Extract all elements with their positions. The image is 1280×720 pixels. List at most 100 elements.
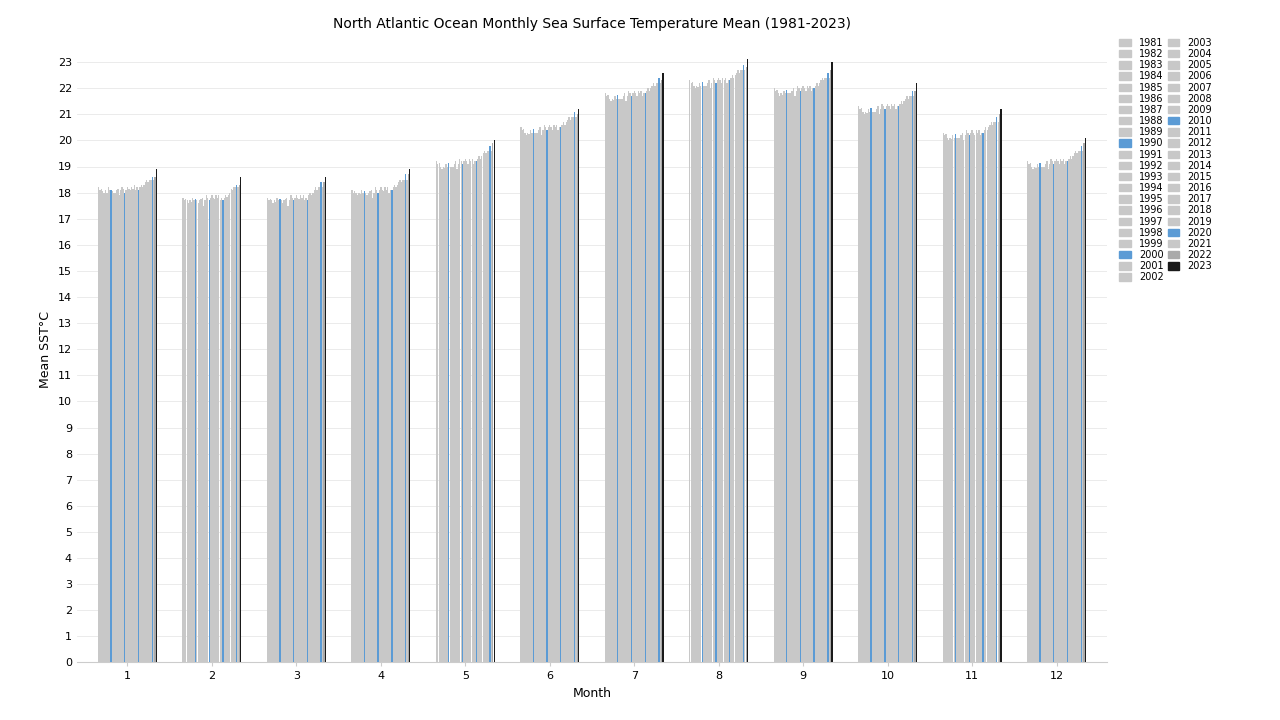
Bar bbox=[1028, 164, 1029, 662]
Bar bbox=[630, 94, 631, 662]
Bar bbox=[361, 190, 362, 662]
Bar bbox=[563, 122, 564, 662]
Bar bbox=[206, 195, 207, 662]
Bar bbox=[480, 158, 481, 662]
Bar bbox=[968, 132, 969, 662]
Bar bbox=[370, 190, 372, 662]
Bar bbox=[650, 89, 652, 662]
Bar bbox=[646, 91, 648, 662]
Bar bbox=[283, 200, 284, 662]
Bar bbox=[993, 122, 995, 662]
Bar bbox=[452, 166, 453, 662]
Bar bbox=[1083, 143, 1084, 662]
Bar bbox=[700, 86, 701, 662]
Bar bbox=[293, 200, 294, 662]
Bar bbox=[942, 132, 943, 662]
Bar bbox=[628, 91, 630, 662]
Bar bbox=[287, 198, 288, 662]
Bar bbox=[122, 187, 123, 662]
Bar bbox=[913, 96, 914, 662]
Bar bbox=[806, 86, 808, 662]
Bar bbox=[445, 164, 447, 662]
Bar bbox=[790, 94, 791, 662]
Bar bbox=[1080, 145, 1082, 662]
Bar bbox=[870, 108, 872, 662]
Bar bbox=[270, 199, 271, 662]
Bar bbox=[863, 112, 864, 662]
Bar bbox=[353, 192, 355, 662]
Bar bbox=[527, 132, 529, 662]
Bar bbox=[374, 192, 375, 662]
Bar bbox=[378, 192, 379, 662]
Bar bbox=[572, 117, 573, 662]
Bar bbox=[951, 139, 952, 662]
Bar bbox=[106, 192, 108, 662]
Bar bbox=[484, 151, 485, 662]
Bar bbox=[961, 132, 963, 662]
Bar bbox=[449, 166, 451, 662]
Bar bbox=[564, 125, 566, 662]
Bar bbox=[618, 99, 620, 662]
Bar bbox=[824, 78, 826, 662]
Bar bbox=[657, 83, 658, 662]
Bar bbox=[902, 104, 904, 662]
Bar bbox=[397, 185, 398, 662]
Bar bbox=[1062, 158, 1064, 662]
Bar bbox=[996, 117, 997, 662]
Bar bbox=[973, 132, 974, 662]
Bar bbox=[965, 135, 966, 662]
Bar bbox=[704, 86, 705, 662]
Bar bbox=[224, 198, 225, 662]
Bar bbox=[200, 199, 202, 662]
Bar bbox=[184, 200, 186, 662]
Bar bbox=[275, 202, 276, 662]
Bar bbox=[609, 99, 611, 662]
Bar bbox=[156, 169, 157, 662]
Bar bbox=[637, 91, 639, 662]
Bar bbox=[694, 86, 695, 662]
Bar bbox=[658, 78, 659, 662]
Bar bbox=[525, 132, 526, 662]
Bar bbox=[562, 125, 563, 662]
Bar bbox=[698, 87, 699, 662]
Bar bbox=[987, 130, 988, 662]
Bar bbox=[745, 68, 746, 662]
Bar bbox=[124, 192, 125, 662]
Bar bbox=[794, 96, 796, 662]
Bar bbox=[612, 99, 613, 662]
Bar bbox=[155, 177, 156, 662]
Bar bbox=[947, 138, 948, 662]
Bar bbox=[150, 179, 151, 662]
Bar bbox=[410, 169, 411, 662]
Bar bbox=[381, 190, 383, 662]
Bar bbox=[457, 169, 458, 662]
Bar bbox=[399, 179, 401, 662]
Bar bbox=[289, 200, 291, 662]
Bar bbox=[1079, 151, 1080, 662]
Bar bbox=[878, 114, 881, 662]
Bar bbox=[360, 194, 361, 662]
Bar bbox=[315, 187, 316, 662]
Bar bbox=[1038, 166, 1039, 662]
Bar bbox=[541, 135, 543, 662]
Bar bbox=[956, 138, 957, 662]
Bar bbox=[407, 174, 410, 662]
Bar bbox=[980, 132, 982, 662]
Bar bbox=[978, 130, 979, 662]
Bar bbox=[321, 187, 323, 662]
Bar bbox=[229, 192, 230, 662]
Bar bbox=[310, 192, 311, 662]
Bar bbox=[576, 114, 579, 662]
Bar bbox=[385, 190, 387, 662]
Bar bbox=[570, 120, 571, 662]
Bar bbox=[192, 198, 193, 662]
Bar bbox=[1075, 151, 1076, 662]
Bar bbox=[887, 104, 888, 662]
Bar bbox=[737, 70, 739, 662]
Bar bbox=[712, 83, 713, 662]
Bar bbox=[974, 135, 975, 662]
Bar bbox=[714, 81, 716, 662]
Bar bbox=[786, 89, 787, 662]
Bar bbox=[995, 122, 996, 662]
Bar bbox=[483, 153, 484, 662]
